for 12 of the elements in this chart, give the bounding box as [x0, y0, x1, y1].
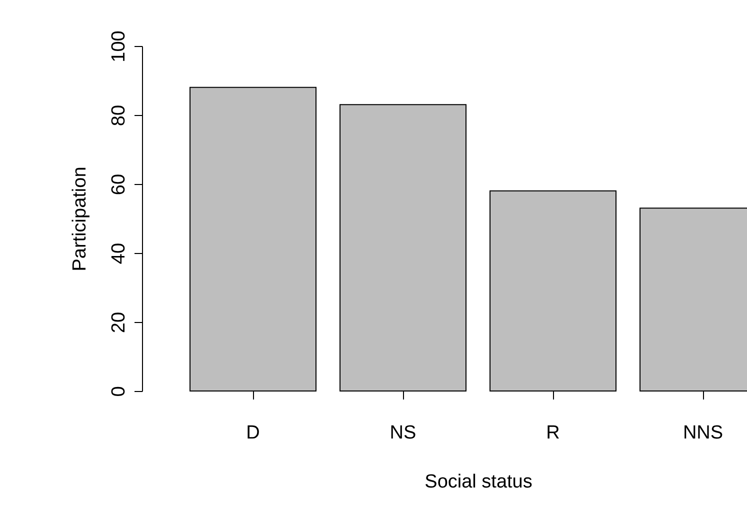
- y-tick-label: 0: [108, 386, 130, 397]
- x-tick-label: D: [246, 422, 260, 444]
- y-tick-label: 100: [108, 30, 130, 62]
- x-tick-label: NNS: [682, 422, 724, 444]
- y-tick-label: 20: [108, 312, 130, 334]
- x-tick-label: R: [546, 422, 560, 444]
- x-tick-label: NS: [390, 422, 416, 444]
- y-tick-label: 60: [108, 174, 130, 196]
- y-axis-title: Participation: [70, 166, 90, 272]
- x-axis-title: Social status: [424, 472, 532, 492]
- y-tick-label: 40: [108, 242, 130, 264]
- y-tick-label: 80: [108, 104, 130, 126]
